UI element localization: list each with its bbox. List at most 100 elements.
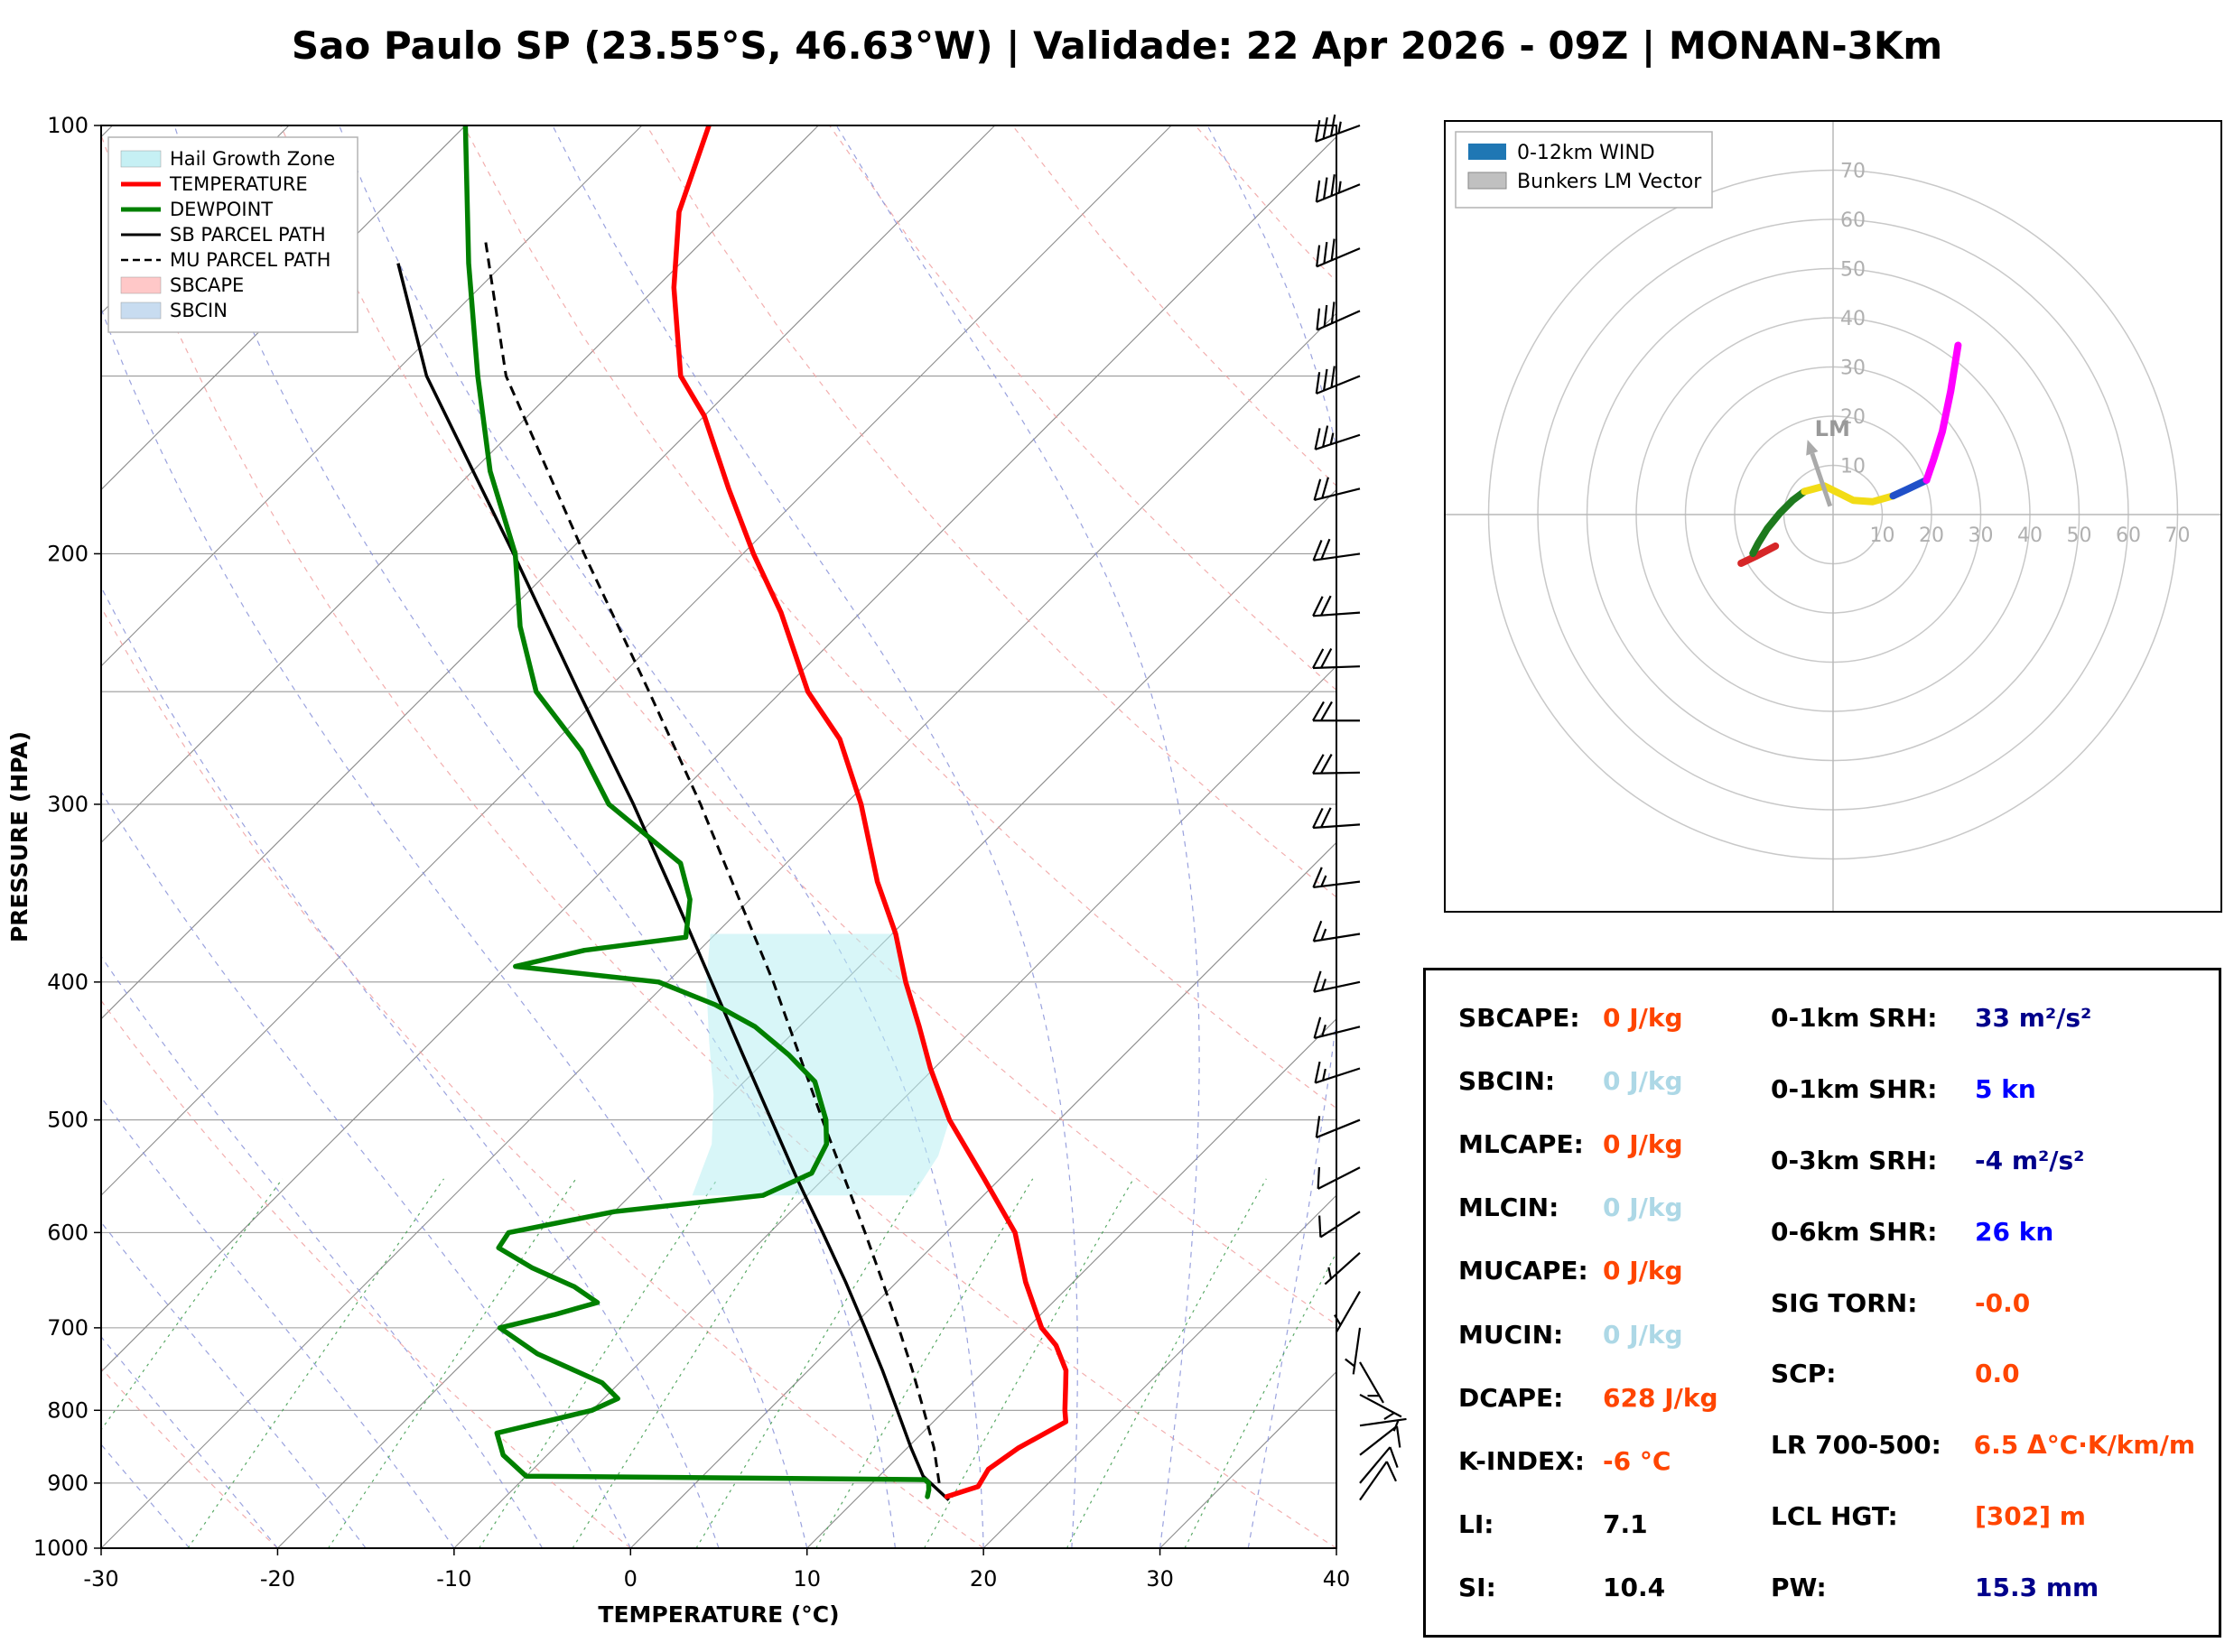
skewt-legend: Hail Growth Zone TEMPERATURE DEWPOINT SB PA… bbox=[107, 136, 358, 333]
stat-row: MUCIN: 0 J/kg bbox=[1458, 1320, 1761, 1350]
stat-value: 0 J/kg bbox=[1603, 1256, 1683, 1286]
stat-value: 0.0 bbox=[1975, 1359, 2020, 1389]
stat-label: SI: bbox=[1458, 1572, 1496, 1602]
stat-row: SBCIN: 0 J/kg bbox=[1458, 1066, 1761, 1096]
hodo-ring-label: 20 bbox=[1840, 406, 1866, 429]
stat-label: LI: bbox=[1458, 1508, 1494, 1539]
pressure-tick-label: 100 bbox=[47, 113, 88, 138]
stat-row: K-INDEX: -6 °C bbox=[1458, 1446, 1761, 1476]
stat-label: MLCAPE: bbox=[1458, 1129, 1584, 1160]
hodograph-trace-segment bbox=[1737, 542, 1780, 567]
stats-column-right: 0-1km SRH: 33 m²/s² 0-1km SHR: 5 kn 0-3km SR… bbox=[1771, 1003, 2195, 1602]
stat-label: DCAPE: bbox=[1458, 1382, 1564, 1413]
hodograph-trace-segment bbox=[1801, 482, 1897, 506]
temperature-curve bbox=[671, 125, 1069, 1499]
hodo-ring-label: 40 bbox=[1840, 308, 1866, 330]
stat-value: 0 J/kg bbox=[1603, 1193, 1683, 1223]
hodograph-chart: 10 10 20 20 30 30 40 40 50 50 60 60 70 70 LM 0-12km WIN… bbox=[1444, 120, 2222, 913]
hodograph-trace-segment bbox=[1749, 487, 1809, 558]
legend-label: Hail Growth Zone bbox=[170, 148, 335, 170]
hodograph-trace-segment bbox=[1889, 476, 1931, 500]
stat-row: DCAPE: 628 J/kg bbox=[1458, 1383, 1761, 1413]
stat-value: [302] m bbox=[1975, 1501, 2086, 1532]
legend-label: SBCIN bbox=[170, 300, 228, 321]
stat-value: 26 kn bbox=[1975, 1216, 2054, 1247]
stat-row: LCL HGT: [302] m bbox=[1771, 1501, 2195, 1531]
stat-row: SIG TORN: -0.0 bbox=[1771, 1288, 2195, 1318]
stat-row: 0-3km SRH: -4 m²/s² bbox=[1771, 1146, 2195, 1175]
stat-value: 15.3 mm bbox=[1975, 1573, 2099, 1602]
legend-label: MU PARCEL PATH bbox=[170, 249, 330, 271]
stat-label: SBCIN: bbox=[1458, 1066, 1556, 1097]
hodo-ring-label: 60 bbox=[2116, 524, 2141, 547]
hodo-ring-label: 10 bbox=[1840, 456, 1866, 478]
hodo-ring-label: 40 bbox=[2017, 524, 2043, 547]
stat-label: 0-1km SRH: bbox=[1771, 1003, 1938, 1033]
stat-label: LCL HGT: bbox=[1771, 1501, 1898, 1532]
y-axis-label: PRESSURE (HPA) bbox=[6, 731, 33, 942]
stat-row: SI: 10.4 bbox=[1458, 1573, 1761, 1602]
stat-value: 7.1 bbox=[1603, 1508, 1648, 1539]
legend-label: SBCAPE bbox=[170, 274, 244, 296]
hodo-legend-label: Bunkers LM Vector bbox=[1517, 171, 1702, 193]
hodograph-frame bbox=[1444, 120, 2222, 913]
stat-label: 0-1km SHR: bbox=[1771, 1073, 1938, 1104]
skewt-frame bbox=[100, 125, 1337, 1549]
stat-row: LI: 7.1 bbox=[1458, 1509, 1761, 1539]
stat-label: SBCAPE: bbox=[1458, 1003, 1580, 1033]
temp-tick-label: -20 bbox=[260, 1566, 295, 1592]
stat-value: 0 J/kg bbox=[1603, 1319, 1683, 1350]
stat-row: SCP: 0.0 bbox=[1771, 1359, 2195, 1388]
hodo-ring-label: 50 bbox=[2067, 524, 2092, 547]
temp-tick-label: -10 bbox=[436, 1566, 471, 1592]
stat-row: 0-1km SHR: 5 kn bbox=[1771, 1074, 2195, 1104]
hodo-ring-label: 20 bbox=[1919, 524, 1944, 547]
stat-label: K-INDEX: bbox=[1458, 1445, 1585, 1476]
hodo-legend-label: 0-12km WIND bbox=[1517, 142, 1655, 164]
stat-row: PW: 15.3 mm bbox=[1771, 1573, 2195, 1602]
stat-value: 33 m²/s² bbox=[1975, 1003, 2092, 1033]
hodo-ring-label: 10 bbox=[1870, 524, 1895, 547]
lm-arrowhead bbox=[1806, 440, 1819, 456]
stat-row: 0-1km SRH: 33 m²/s² bbox=[1771, 1003, 2195, 1033]
stat-value: 6.5 Δ°C·K/km/m bbox=[1973, 1430, 2195, 1461]
skewt-plot-area bbox=[101, 125, 1336, 1548]
hodo-ring-label: 70 bbox=[2165, 524, 2191, 547]
dewpoint-curve bbox=[462, 125, 932, 1499]
stat-row: LR 700-500: 6.5 Δ°C·K/km/m bbox=[1771, 1430, 2195, 1460]
pressure-tick-label: 600 bbox=[47, 1220, 88, 1245]
temp-tick-label: 20 bbox=[970, 1566, 998, 1592]
stat-value: 0 J/kg bbox=[1603, 1003, 1683, 1033]
hodo-ring-label: 60 bbox=[1840, 209, 1866, 232]
stat-row: SBCAPE: 0 J/kg bbox=[1458, 1003, 1761, 1033]
hodo-ring-label: 30 bbox=[1840, 357, 1866, 380]
stat-row: MLCAPE: 0 J/kg bbox=[1458, 1129, 1761, 1159]
stat-value: -6 °C bbox=[1603, 1445, 1671, 1476]
pressure-tick-label: 700 bbox=[47, 1315, 88, 1341]
stat-value: 10.4 bbox=[1603, 1572, 1666, 1602]
pressure-tick-label: 800 bbox=[47, 1397, 88, 1423]
temp-tick-label: 40 bbox=[1323, 1566, 1351, 1592]
pressure-tick-label: 500 bbox=[47, 1108, 88, 1133]
stat-value: -4 m²/s² bbox=[1975, 1145, 2085, 1175]
hodograph-trace-segment bbox=[1922, 341, 1962, 484]
temp-tick-label: -30 bbox=[83, 1566, 118, 1592]
stats-column-left: SBCAPE: 0 J/kg SBCIN: 0 J/kg MLCAPE: 0 J/kg ML… bbox=[1458, 1003, 1761, 1602]
temp-tick-label: 0 bbox=[624, 1566, 638, 1592]
stat-label: MUCAPE: bbox=[1458, 1256, 1588, 1286]
pressure-tick-label: 200 bbox=[47, 541, 88, 566]
hodo-ring-label: 70 bbox=[1840, 161, 1866, 183]
x-axis-label: TEMPERATURE (°C) bbox=[598, 1601, 839, 1628]
stat-value: -0.0 bbox=[1975, 1287, 2031, 1318]
sb-parcel-path bbox=[396, 263, 950, 1501]
page-title: Sao Paulo SP (23.55°S, 46.63°W) | Valida… bbox=[291, 23, 1943, 68]
legend-label: SB PARCEL PATH bbox=[170, 224, 326, 246]
stat-value: 0 J/kg bbox=[1603, 1066, 1683, 1097]
stat-label: 0-6km SHR: bbox=[1771, 1216, 1938, 1247]
pressure-tick-label: 1000 bbox=[33, 1536, 88, 1561]
hodograph-plot-area: 10 10 20 20 30 30 40 40 50 50 60 60 70 70 LM bbox=[1445, 121, 2221, 912]
hodo-ring-label: 30 bbox=[1969, 524, 1994, 547]
hail-growth-zone bbox=[692, 933, 950, 1196]
